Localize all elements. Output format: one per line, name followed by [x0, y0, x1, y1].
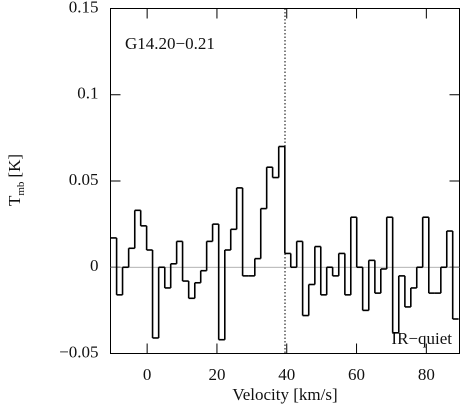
y-tick-label: −0.05	[59, 342, 98, 361]
y-subscript: mb	[15, 181, 27, 196]
y-tick-label: 0.15	[69, 0, 99, 16]
y-tick-label: 0.05	[69, 170, 99, 189]
y-symbol: T	[5, 195, 24, 206]
x-tick-label: 20	[208, 365, 225, 384]
x-axis-label: Velocity [km/s]	[232, 385, 337, 404]
source-label: G14.20−0.21	[125, 34, 215, 53]
y-unit: [K]	[5, 154, 24, 178]
y-tick-label: 0	[90, 256, 99, 275]
x-tick-label: 40	[278, 365, 295, 384]
y-axis-label: Tmb [K]	[5, 154, 27, 206]
x-tick-label: 60	[348, 365, 365, 384]
x-tick-label: 80	[418, 365, 435, 384]
x-tick-label: 0	[143, 365, 152, 384]
y-tick-label: 0.1	[77, 84, 98, 103]
class-label: IR−quiet	[391, 329, 452, 348]
